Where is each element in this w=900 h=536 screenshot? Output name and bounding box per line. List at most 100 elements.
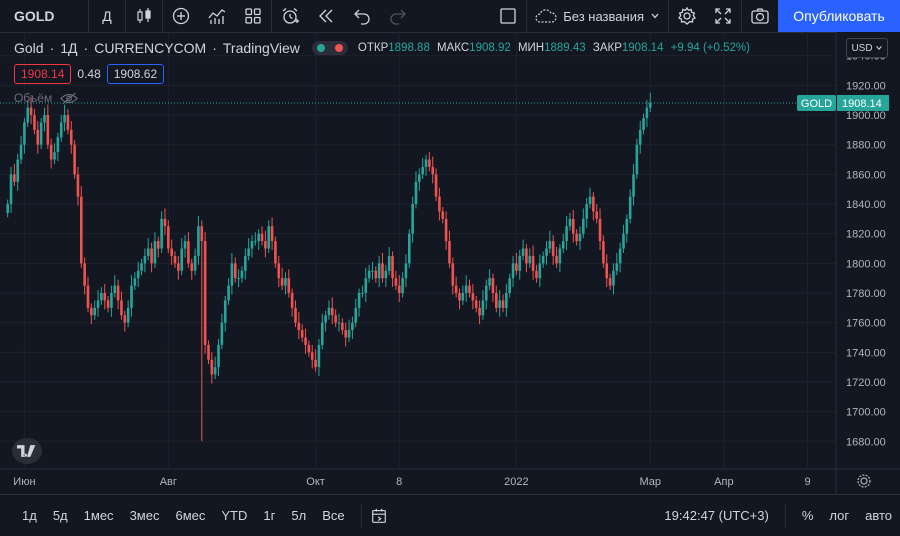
layout-name-button[interactable]: Без названия xyxy=(527,0,668,32)
candle-body xyxy=(327,307,331,316)
candle-body xyxy=(518,255,522,271)
candle xyxy=(561,233,565,253)
candle-body xyxy=(558,248,562,264)
axis-settings-gear-icon[interactable] xyxy=(857,474,871,488)
candle xyxy=(267,220,271,253)
market-status-toggle[interactable] xyxy=(311,41,348,55)
candle xyxy=(515,252,518,276)
camera-icon xyxy=(751,8,769,24)
time-axis[interactable]: Июн Авг Окт 8 2022 Мар Апр 9 xyxy=(0,468,900,488)
candle xyxy=(381,252,384,283)
candle xyxy=(200,220,204,442)
candle xyxy=(618,242,622,273)
period-button[interactable]: 5д xyxy=(52,508,68,523)
clock-timezone-button[interactable]: 19:42:47 (UTC+3) xyxy=(664,508,769,523)
snapshot-button[interactable] xyxy=(742,0,778,32)
candle xyxy=(491,273,495,302)
candle-body xyxy=(227,285,230,301)
alert-button[interactable] xyxy=(272,0,308,32)
candle xyxy=(582,208,585,239)
candle xyxy=(361,285,364,298)
candle xyxy=(190,258,194,280)
undo-button[interactable] xyxy=(344,0,380,32)
candle xyxy=(518,250,522,280)
candle xyxy=(548,230,552,253)
candle-body xyxy=(254,241,257,243)
candle-body xyxy=(167,226,170,249)
candle-body xyxy=(183,241,187,249)
log-scale-button[interactable]: лог xyxy=(829,508,850,523)
period-button[interactable]: 5л xyxy=(291,508,307,523)
period-button[interactable]: 1мес xyxy=(83,508,114,523)
candle-body xyxy=(53,152,56,160)
candle-body xyxy=(565,226,568,242)
period-button[interactable]: 3мес xyxy=(129,508,160,523)
candle xyxy=(307,340,311,357)
auto-scale-button[interactable]: авто xyxy=(865,508,892,523)
currency-select[interactable]: USD xyxy=(846,38,888,58)
compare-button[interactable] xyxy=(163,0,199,32)
percent-scale-button[interactable]: % xyxy=(801,508,814,523)
bottom-divider xyxy=(360,503,362,528)
date-range-icon[interactable] xyxy=(370,507,388,525)
legend-interval[interactable]: 1Д xyxy=(60,40,78,56)
bid-price-button[interactable]: 1908.14 xyxy=(14,64,72,84)
period-button[interactable]: Все xyxy=(322,508,345,523)
candle xyxy=(605,254,609,288)
candle-body xyxy=(404,263,408,279)
chart-type-button[interactable] xyxy=(126,0,162,32)
candle-body xyxy=(80,196,83,264)
candle-body xyxy=(401,278,404,294)
candle xyxy=(280,267,284,291)
replay-button[interactable] xyxy=(308,0,344,32)
chart-legend: Gold · 1Д · CURRENCYCOM · TradingView ОТ… xyxy=(14,40,754,56)
open-label: ОТКР xyxy=(357,42,389,54)
indicators-button[interactable] xyxy=(199,0,235,32)
candle-body xyxy=(13,174,16,182)
candle-body xyxy=(521,248,525,256)
candle-body xyxy=(260,233,264,242)
redo-button[interactable] xyxy=(380,0,416,32)
candle-body xyxy=(73,144,76,175)
fullscreen-button[interactable] xyxy=(705,0,741,32)
templates-button[interactable] xyxy=(235,0,271,32)
candle xyxy=(73,140,76,179)
candle-body xyxy=(648,103,652,108)
candle xyxy=(257,229,260,250)
eye-off-icon[interactable] xyxy=(60,92,79,105)
square-icon xyxy=(500,8,516,24)
volume-indicator[interactable]: Объём xyxy=(14,91,79,105)
candle-body xyxy=(444,218,448,242)
candle-body xyxy=(602,241,605,264)
candle-body xyxy=(531,255,535,271)
price-tick-label: 1740.00 xyxy=(846,347,886,359)
interval-button[interactable]: Д xyxy=(102,8,112,24)
candle xyxy=(240,266,244,283)
period-button[interactable]: 1г xyxy=(263,508,276,523)
candle-body xyxy=(645,107,649,119)
candle-body xyxy=(632,174,635,197)
period-button[interactable]: YTD xyxy=(221,508,248,523)
settings-button[interactable] xyxy=(669,0,705,32)
high-label: МАКС xyxy=(437,42,470,54)
ask-price-button[interactable]: 1908.62 xyxy=(106,64,165,84)
legend-symbol-name[interactable]: Gold xyxy=(14,40,44,56)
publish-button[interactable]: Опубликовать xyxy=(778,0,900,32)
candle xyxy=(203,232,207,354)
candle xyxy=(387,247,391,276)
candle xyxy=(334,309,337,328)
candle-body xyxy=(207,344,210,360)
tradingview-logo[interactable] xyxy=(12,438,42,464)
alarm-clock-icon xyxy=(282,8,299,24)
candle-body xyxy=(140,263,143,271)
period-button[interactable]: 6мес xyxy=(175,508,206,523)
price-chart[interactable]: 1680.00 1700.00 1720.00 1740.00 1760.00 1780.… xyxy=(0,32,900,494)
layout-button[interactable] xyxy=(490,0,526,32)
candle xyxy=(347,319,351,342)
legend-separator: · xyxy=(49,40,55,56)
period-button[interactable]: 1д xyxy=(22,508,37,523)
candle-body xyxy=(274,241,277,264)
candle xyxy=(274,236,277,268)
symbol-search-button[interactable]: GOLD xyxy=(14,8,55,24)
candle-body xyxy=(331,307,334,316)
